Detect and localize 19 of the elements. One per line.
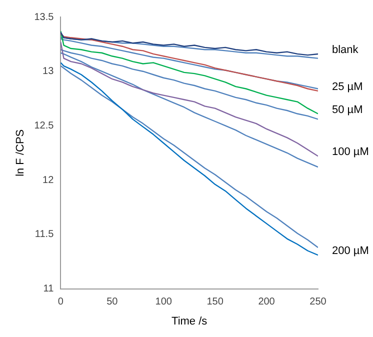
- x-tick-label: 200: [258, 296, 276, 308]
- x-axis-title: Time /s: [172, 315, 208, 328]
- y-tick-label: 12: [42, 174, 54, 186]
- series-label: 25 µM: [332, 80, 363, 93]
- series-label: blank: [332, 44, 359, 56]
- y-tick-label: 12.5: [34, 120, 54, 132]
- x-tick-label: 50: [106, 296, 118, 308]
- y-tick-label: 11: [43, 284, 54, 295]
- x-tick-label: 250: [310, 296, 327, 308]
- series-label: 50 µM: [332, 104, 363, 116]
- x-tick-label: 150: [206, 296, 224, 308]
- x-tick-label: 100: [155, 296, 172, 308]
- series-label: 100 µM: [332, 146, 369, 158]
- x-tick-label: 0: [58, 296, 64, 308]
- y-tick-label: 11.5: [34, 229, 54, 240]
- series-label: 200 µM: [332, 245, 369, 258]
- y-tick-label: 13.5: [34, 12, 54, 23]
- y-axis-title: ln F /CPS: [14, 129, 27, 176]
- y-tick-label: 13: [42, 66, 54, 78]
